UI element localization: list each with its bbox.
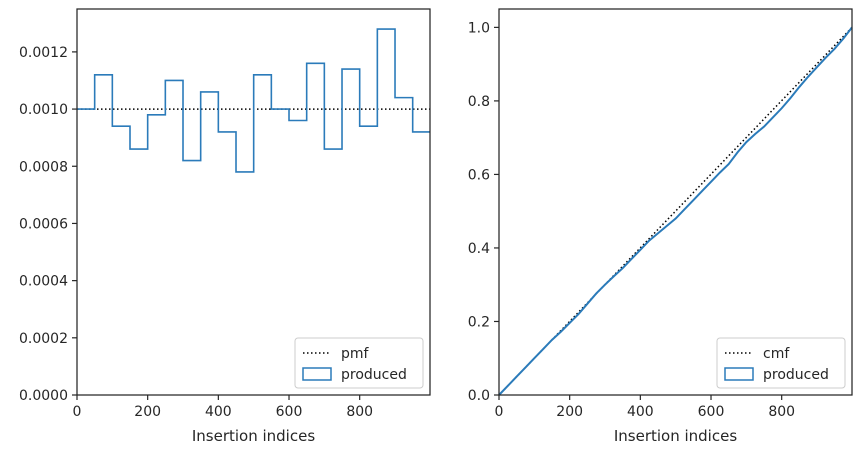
y-tick-label: 0.8: [468, 94, 490, 110]
cumulative-panel: 0 200 400 600 800 0.0 0.2 0.4 0.6 0.8 1.0 Insertio…: [468, 8, 853, 445]
y-tick-label: 0.6: [468, 167, 490, 183]
cumulative-legend: cmf produced: [716, 337, 846, 389]
cumulative-legend-box: [716, 337, 846, 389]
x-tick-label: 0: [73, 404, 82, 420]
y-tick-label: 0.0012: [19, 45, 68, 61]
histogram-ticks: 0 200 400 600 800 0.0000 0.0002 0.0004 0.0006 0.0…: [19, 45, 373, 420]
y-tick-label: 0.4: [468, 241, 490, 257]
y-tick-label: 0.0010: [19, 102, 68, 118]
x-tick-label: 200: [134, 404, 161, 420]
legend-produced-label: produced: [341, 367, 407, 383]
cumulative-x-axis-label: Insertion indices: [614, 427, 737, 445]
produced-step-histogram: [77, 28, 430, 173]
produced-cumulative-line: [498, 26, 853, 396]
histogram-legend-box: [294, 337, 424, 389]
histogram-legend: pmf produced: [294, 337, 424, 389]
y-tick-label: 1.0: [468, 20, 490, 36]
cumulative-ticks: 0 200 400 600 800 0.0 0.2 0.4 0.6 0.8 1.0: [468, 20, 795, 420]
histogram-panel: 0 200 400 600 800 0.0000 0.0002 0.0004 0.0006 0.0…: [19, 8, 431, 445]
y-tick-label: 0.0000: [19, 388, 68, 404]
x-tick-label: 400: [627, 404, 654, 420]
y-tick-label: 0.0008: [19, 159, 68, 175]
x-tick-label: 600: [276, 404, 303, 420]
x-tick-label: 200: [556, 404, 583, 420]
y-tick-label: 0.0002: [19, 331, 68, 347]
x-tick-label: 800: [346, 404, 373, 420]
x-tick-label: 600: [698, 404, 725, 420]
x-tick-label: 0: [495, 404, 504, 420]
y-tick-label: 0.0004: [19, 274, 68, 290]
legend-cmf-label: cmf: [763, 346, 790, 362]
y-tick-label: 0.0006: [19, 216, 68, 232]
legend-produced-label: produced: [763, 367, 829, 383]
y-tick-label: 0.0: [468, 388, 490, 404]
histogram-x-axis-label: Insertion indices: [192, 427, 315, 445]
histogram-axes-frame: [76, 8, 431, 396]
x-tick-label: 400: [205, 404, 232, 420]
x-tick-label: 800: [768, 404, 795, 420]
cumulative-axes-frame: [498, 8, 853, 396]
y-tick-label: 0.2: [468, 314, 490, 330]
legend-produced-sample: [724, 367, 754, 381]
legend-produced-sample: [302, 367, 332, 381]
legend-pmf-label: pmf: [341, 346, 370, 362]
